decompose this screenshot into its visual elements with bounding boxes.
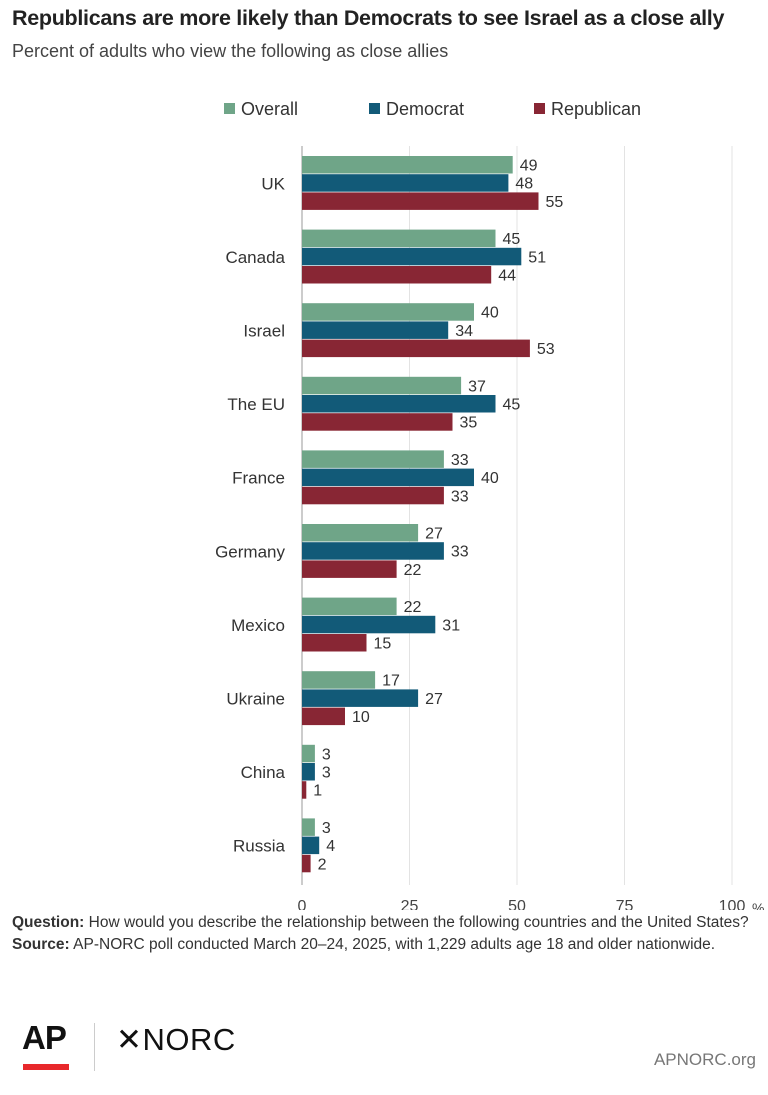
question-label: Question: xyxy=(12,914,85,931)
bar xyxy=(302,192,539,210)
data-label: 40 xyxy=(481,470,499,487)
source-text: AP-NORC poll conducted March 20–24, 2025… xyxy=(69,936,716,953)
data-label: 45 xyxy=(503,397,521,414)
bar xyxy=(302,818,315,836)
bar xyxy=(302,854,311,873)
bar xyxy=(302,339,530,358)
bar xyxy=(302,689,419,707)
category-label: France xyxy=(232,469,285,488)
bar xyxy=(302,413,453,431)
data-label: 1 xyxy=(313,783,322,800)
ap-logo: AP xyxy=(22,1019,67,1056)
data-label: 22 xyxy=(404,562,422,579)
data-label: 34 xyxy=(455,323,473,340)
category-label: Canada xyxy=(225,248,285,267)
bar xyxy=(302,266,492,284)
bar xyxy=(302,321,449,339)
bar xyxy=(302,156,513,174)
bar xyxy=(302,229,496,248)
data-label: 55 xyxy=(546,194,564,211)
bar xyxy=(302,174,509,192)
logo-divider xyxy=(94,1023,95,1071)
norc-logo: ✕NORC xyxy=(116,1022,236,1057)
data-label: 27 xyxy=(425,526,443,543)
category-label: The EU xyxy=(227,395,285,414)
data-label: 22 xyxy=(404,599,422,616)
data-label: 3 xyxy=(322,820,331,837)
category-label: Mexico xyxy=(231,616,285,635)
ap-logo-bar xyxy=(23,1064,69,1070)
data-label: 2 xyxy=(318,856,327,873)
category-label: Russia xyxy=(233,837,286,856)
bar xyxy=(302,781,307,799)
category-label: China xyxy=(241,763,286,782)
x-tick-label: 25 xyxy=(401,898,419,910)
data-label: 49 xyxy=(520,158,538,175)
data-label: 45 xyxy=(503,231,521,248)
source-label: Source: xyxy=(12,936,70,953)
notes: Question: How would you describe the rel… xyxy=(12,912,752,956)
chart-title: Republicans are more likely than Democra… xyxy=(12,6,725,30)
bar xyxy=(302,763,315,781)
site-link: APNORC.org xyxy=(653,1050,756,1069)
bar xyxy=(302,560,397,578)
data-label: 15 xyxy=(374,636,392,653)
bar xyxy=(302,486,444,505)
bar xyxy=(302,524,419,542)
bar xyxy=(302,395,496,413)
bar xyxy=(302,615,436,634)
source-note: Source: AP-NORC poll conducted March 20–… xyxy=(12,934,752,955)
data-label: 10 xyxy=(352,709,370,726)
x-tick-label: 50 xyxy=(508,898,526,910)
category-label: Ukraine xyxy=(226,690,285,709)
bar xyxy=(302,247,522,266)
data-label: 48 xyxy=(515,176,533,193)
data-label: 17 xyxy=(382,673,400,690)
category-label: Germany xyxy=(215,542,285,561)
bar-chart: 0 25 50 75 100 % Overall Democrat Republican UK 49… xyxy=(215,99,764,910)
legend-swatch xyxy=(224,103,235,114)
legend-swatch xyxy=(369,103,380,114)
bar xyxy=(302,376,462,395)
data-label: 4 xyxy=(326,838,335,855)
data-label: 3 xyxy=(322,765,331,782)
chart-subtitle: Percent of adults who view the following… xyxy=(12,41,449,61)
bar xyxy=(302,744,315,763)
bar xyxy=(302,597,397,616)
bar xyxy=(302,303,474,321)
data-label: 35 xyxy=(460,415,478,432)
data-label: 3 xyxy=(322,746,331,763)
data-label: 33 xyxy=(451,488,469,505)
data-label: 33 xyxy=(451,544,469,561)
legend-swatch xyxy=(534,103,545,114)
question-text: How would you describe the relationship … xyxy=(84,914,749,931)
data-label: 31 xyxy=(442,617,460,634)
bar xyxy=(302,836,320,855)
data-label: 27 xyxy=(425,691,443,708)
bar xyxy=(302,542,444,560)
x-tick-label: 0 xyxy=(298,898,307,910)
bar xyxy=(302,468,474,487)
legend-label: Overall xyxy=(241,99,298,119)
x-unit-label: % xyxy=(752,900,764,910)
category-label: UK xyxy=(261,174,285,193)
bar xyxy=(302,634,367,652)
bar xyxy=(302,450,444,468)
legend-label: Republican xyxy=(551,99,641,119)
data-label: 33 xyxy=(451,452,469,469)
category-label: Israel xyxy=(243,322,285,341)
data-label: 51 xyxy=(528,249,546,266)
legend-label: Democrat xyxy=(386,99,464,119)
question-note: Question: How would you describe the rel… xyxy=(12,912,752,933)
bar xyxy=(302,671,376,689)
x-tick-label: 100 xyxy=(719,898,746,910)
data-label: 53 xyxy=(537,341,555,358)
data-label: 37 xyxy=(468,378,486,395)
data-label: 44 xyxy=(498,268,516,285)
bar xyxy=(302,707,345,726)
x-tick-label: 75 xyxy=(616,898,634,910)
data-label: 40 xyxy=(481,305,499,322)
